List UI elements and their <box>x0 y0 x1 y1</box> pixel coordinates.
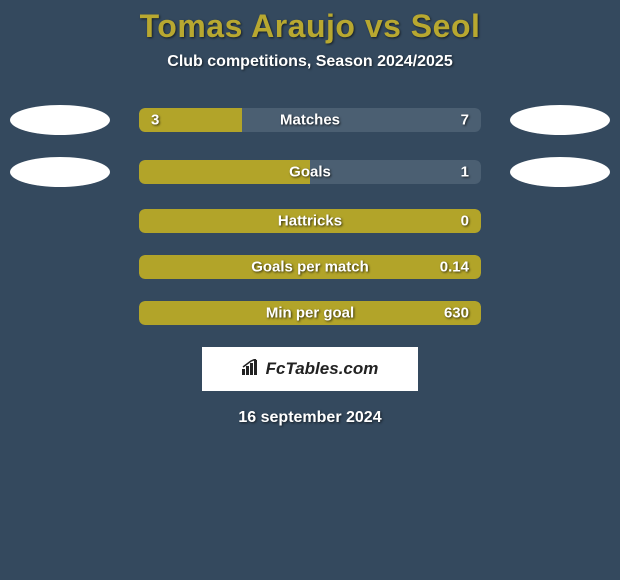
stat-label: Matches <box>139 112 481 129</box>
stat-label: Goals per match <box>139 259 481 276</box>
stat-label: Goals <box>139 164 481 181</box>
logo: FcTables.com <box>242 359 379 380</box>
date-label: 16 september 2024 <box>0 409 620 427</box>
stat-row: Goals per match0.14 <box>0 255 620 279</box>
stat-row: Goals1 <box>0 157 620 187</box>
page-title: Tomas Araujo vs Seol <box>0 8 620 45</box>
stat-label: Min per goal <box>139 305 481 322</box>
stat-value-right: 7 <box>461 112 469 129</box>
logo-box: FcTables.com <box>202 347 418 391</box>
stat-row: Hattricks0 <box>0 209 620 233</box>
player-left-oval <box>10 157 110 187</box>
stat-value-right: 630 <box>444 305 469 322</box>
stat-bar: Hattricks0 <box>139 209 481 233</box>
stat-bar: Goals per match0.14 <box>139 255 481 279</box>
comparison-card: Tomas Araujo vs Seol Club competitions, … <box>0 0 620 427</box>
stat-bar: Goals1 <box>139 160 481 184</box>
stat-row: Min per goal630 <box>0 301 620 325</box>
stat-bar: 3Matches7 <box>139 108 481 132</box>
stat-bar: Min per goal630 <box>139 301 481 325</box>
player-right-oval <box>510 105 610 135</box>
stat-label: Hattricks <box>139 213 481 230</box>
chart-icon <box>242 359 262 380</box>
player-left-oval <box>10 105 110 135</box>
logo-text: FcTables.com <box>266 359 379 379</box>
stat-row: 3Matches7 <box>0 105 620 135</box>
stat-rows: 3Matches7 Goals1 Hattricks0 Goals per match… <box>0 105 620 325</box>
stat-value-right: 0 <box>461 213 469 230</box>
stat-value-right: 1 <box>461 164 469 181</box>
player-right-oval <box>510 157 610 187</box>
stat-value-right: 0.14 <box>440 259 469 276</box>
page-subtitle: Club competitions, Season 2024/2025 <box>0 53 620 71</box>
